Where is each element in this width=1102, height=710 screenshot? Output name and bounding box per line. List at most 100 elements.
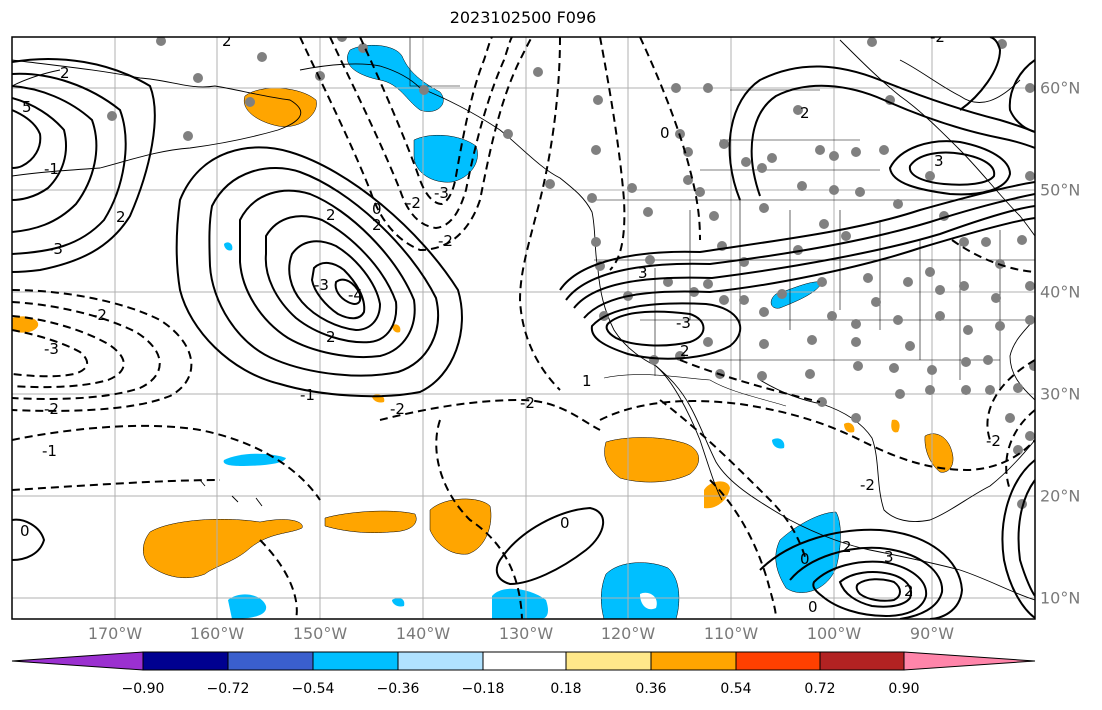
lon-label: 100°W [806, 624, 862, 643]
contour-label: -2 [986, 432, 1001, 450]
colorbar-lower-extend [11, 651, 144, 671]
colorbar-tick-label: 0.72 [804, 681, 836, 697]
shaded-regions [12, 44, 954, 619]
lat-label: 60°N [1040, 78, 1081, 98]
contour-label: 1 [582, 372, 592, 390]
colorbar [11, 651, 1036, 671]
lat-label: 20°N [1040, 486, 1081, 506]
colorbar-upper-extend [903, 651, 1036, 671]
political-borders [409, 37, 1035, 407]
contour-label: -3 [314, 276, 329, 294]
contour-label: -3 [44, 340, 59, 358]
colorbar-tick-label: −0.90 [121, 681, 165, 697]
lon-label: 130°W [498, 624, 554, 643]
colorbar-segment [227, 651, 314, 671]
colorbar-tick-label: −0.36 [376, 681, 420, 697]
negative-region [223, 453, 286, 466]
contour-label: -2 [44, 400, 59, 418]
lon-label: 120°W [600, 624, 656, 643]
positive-region [844, 422, 855, 433]
contour-label: 2 [116, 208, 126, 226]
contour-label: 5 [22, 98, 32, 116]
contour-label: -3 [48, 240, 63, 258]
negative-region [772, 438, 785, 449]
contour-label: 2 [372, 216, 382, 234]
lat-label: 10°N [1040, 588, 1081, 608]
contour-label: -4 [348, 286, 363, 304]
lon-label: 160°W [189, 624, 245, 643]
positive-region [704, 481, 730, 509]
lat-label: 50°N [1040, 180, 1081, 200]
contour-label: 3 [934, 152, 944, 170]
contour-label: 0 [800, 550, 810, 568]
graticule [12, 37, 1035, 619]
colorbar-tick-label: 0.18 [550, 681, 582, 697]
colorbar-segment [312, 651, 399, 671]
positive-region [604, 437, 699, 483]
colorbar-tick-label: −0.54 [291, 681, 335, 697]
positive-region [12, 316, 39, 333]
contour-label: -1 [44, 160, 59, 178]
negative-region [413, 135, 478, 183]
colorbar-segment [397, 651, 484, 671]
contour-label: 2 [842, 538, 852, 556]
contour-label: 3 [638, 264, 648, 282]
colorbar-segment [565, 651, 652, 671]
contours-dashed [12, 37, 1035, 619]
lat-label: 30°N [1040, 384, 1081, 404]
contour-label: 0 [372, 200, 382, 218]
colorbar-segment [650, 651, 737, 671]
contour-label: -1 [300, 386, 315, 404]
contour-label: 0 [660, 124, 670, 142]
contour-label: -3 [676, 314, 691, 332]
contour-label: -2 [438, 232, 453, 250]
colorbar-segment [735, 651, 821, 671]
contour-label: 0 [560, 514, 570, 532]
colorbar-tick-label: −0.72 [206, 681, 250, 697]
lat-label: 40°N [1040, 282, 1081, 302]
contour-label: 2 [326, 206, 336, 224]
negative-region [770, 281, 823, 309]
colorbar-segment [482, 651, 567, 671]
contour-label: -2 [390, 400, 405, 418]
contour-label: -2 [860, 476, 875, 494]
colorbar-tick-label: 0.90 [888, 681, 920, 697]
contour-label: 0 [808, 598, 818, 616]
positive-region [429, 498, 492, 555]
contour-label: 2 [680, 342, 690, 360]
lon-label: 140°W [395, 624, 451, 643]
colorbar-segment [819, 651, 905, 671]
lon-label: 110°W [703, 624, 759, 643]
contour-label: 2 [326, 328, 336, 346]
contour-label: 2 [222, 32, 232, 50]
contour-labels: 5 2 2 -1 -3 -3 -2 2 -2 -1 0 2 -3 2 -4 0 … [20, 28, 1001, 616]
colorbar-tick-label: −0.18 [461, 681, 505, 697]
lon-label: 170°W [87, 624, 143, 643]
negative-region [601, 562, 680, 619]
lon-label: 90°W [909, 624, 955, 643]
contour-label: 0 [20, 522, 30, 540]
positive-region [324, 510, 417, 533]
negative-region [392, 598, 405, 607]
colorbar-tick-label: 0.54 [720, 681, 752, 697]
colorbar-segment [142, 651, 229, 671]
contour-label: 2 [800, 104, 810, 122]
contour-label: -2 [92, 306, 107, 324]
map-title: 2023102500 F096 [449, 8, 597, 27]
colorbar-tick-label: 0.36 [635, 681, 667, 697]
contour-label: -2 [930, 28, 945, 46]
negative-region [228, 594, 267, 619]
lon-label: 150°W [292, 624, 348, 643]
contour-label: -2 [406, 194, 421, 212]
contour-label: 2 [60, 64, 70, 82]
contour-label: 3 [884, 548, 894, 566]
negative-region [640, 592, 657, 610]
contour-label: -1 [42, 442, 57, 460]
negative-region [224, 242, 233, 251]
positive-region [392, 324, 401, 333]
plot-frame [11, 36, 1036, 620]
contours [12, 37, 1035, 619]
positive-region [891, 419, 900, 433]
station-dots [107, 37, 1035, 509]
